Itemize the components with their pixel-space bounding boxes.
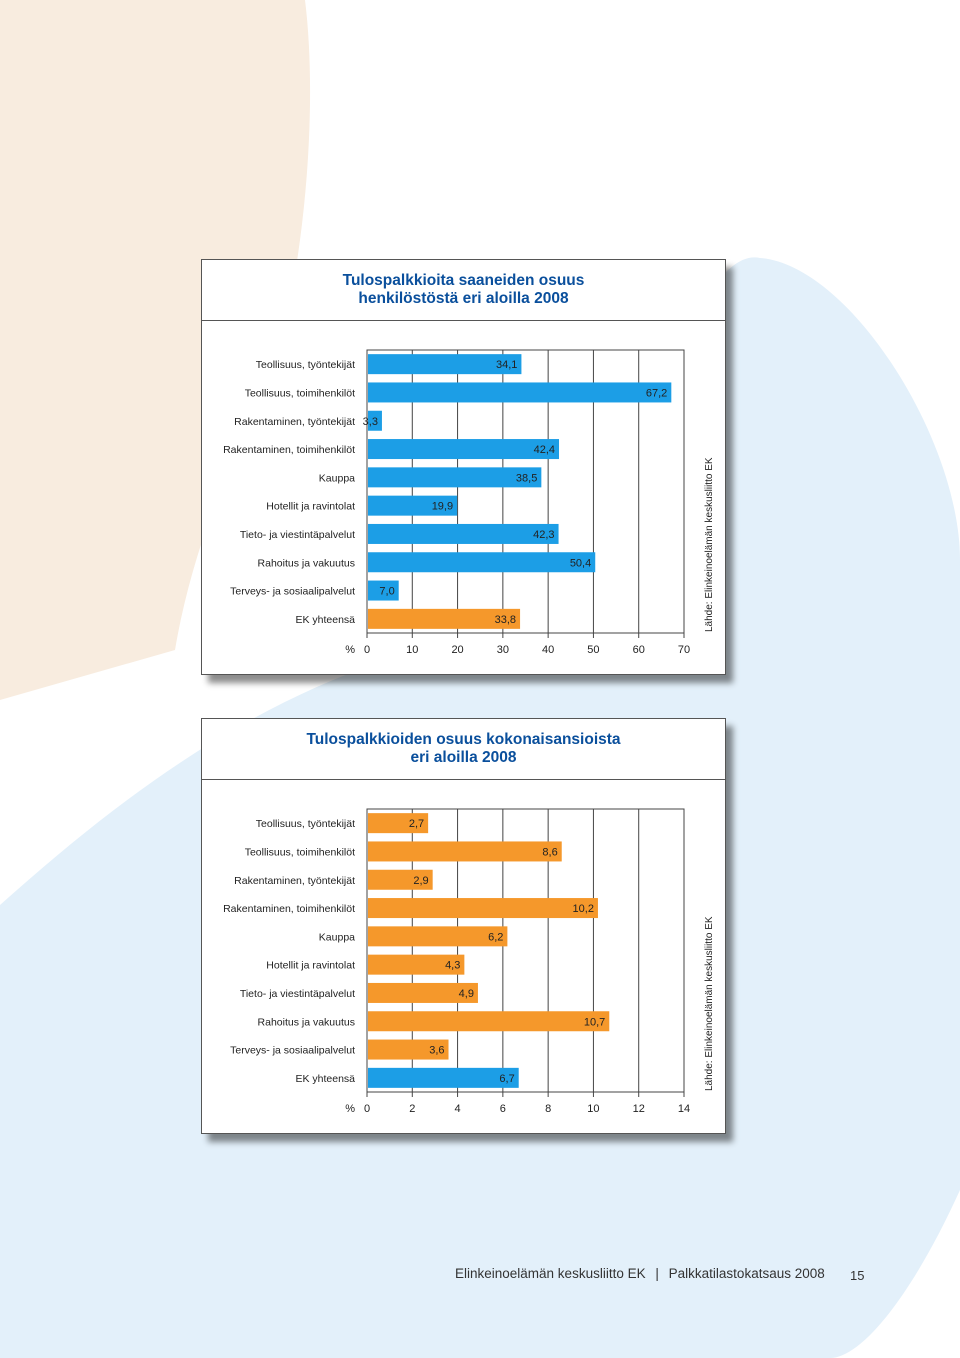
chart-2-tick-label: 14 <box>678 1103 690 1115</box>
page-number: 15 <box>850 1268 865 1283</box>
chart-panel-2: Tulospalkkioiden osuus kokonaisansioista… <box>201 718 726 1134</box>
chart-1-title-line-2: henkilöstöstä eri aloilla 2008 <box>358 290 569 307</box>
chart-1-category-label: Rakentaminen, työntekijät <box>234 416 355 428</box>
chart-1-category-label: Terveys- ja sosiaalipalvelut <box>230 586 355 598</box>
chart-2-value-label: 3,6 <box>429 1045 444 1057</box>
chart-2-value-label: 10,2 <box>573 903 594 915</box>
chart-2-bar <box>368 1011 610 1032</box>
chart-1-bar <box>368 467 542 488</box>
chart-1-value-label: 42,4 <box>534 444 555 456</box>
chart-2-category-label: Rakentaminen, toimihenkilöt <box>223 903 355 915</box>
chart-2-bar <box>368 841 562 862</box>
chart-1-value-label: 38,5 <box>516 472 537 484</box>
chart-2-title-box: Tulospalkkioiden osuus kokonaisansioista… <box>202 719 725 780</box>
background-peach-shape <box>0 0 311 700</box>
chart-2-category-label: Hotellit ja ravintolat <box>266 960 355 972</box>
chart-1-unit-label: % <box>345 644 355 656</box>
page-footer: Elinkeinoelämän keskusliitto EK | Palkka… <box>455 1266 825 1281</box>
chart-2-plot: 0 2 4 6 8 10 12 14% Teollisuus, työntekijät 2,7 Te… <box>223 808 690 1115</box>
chart-2-bar <box>368 869 433 890</box>
chart-2-tick-label: 10 <box>587 1103 599 1115</box>
chart-2-tick-label: 4 <box>455 1103 461 1115</box>
chart-2-value-label: 6,2 <box>488 931 503 943</box>
chart-2-source: Lähde: Elinkeinoelämän keskusliitto EK <box>704 916 715 1091</box>
chart-2-bar <box>368 926 508 947</box>
chart-panel-1: Tulospalkkioita saaneiden osuus henkilös… <box>201 259 726 675</box>
chart-2-category-label: Teollisuus, työntekijät <box>256 818 355 830</box>
chart-2-value-label: 4,9 <box>459 988 474 1000</box>
chart-1-value-label: 3,3 <box>363 416 378 428</box>
chart-1-title-box: Tulospalkkioita saaneiden osuus henkilös… <box>202 260 725 321</box>
chart-2-value-label: 2,7 <box>409 818 424 830</box>
chart-1-tick-label: 50 <box>587 644 599 656</box>
chart-1-value-label: 7,0 <box>379 586 394 598</box>
chart-2-tick-label: 8 <box>545 1103 551 1115</box>
chart-1-category-label: Kauppa <box>319 472 355 484</box>
chart-2-title-line-2: eri aloilla 2008 <box>410 749 517 766</box>
footer-separator: | <box>655 1266 659 1281</box>
chart-1-value-label: 34,1 <box>496 359 517 371</box>
chart-2-tick-label: 2 <box>409 1103 415 1115</box>
chart-2-value-label: 6,7 <box>499 1073 514 1085</box>
chart-1-category-label: Tieto- ja viestintäpalvelut <box>240 529 355 541</box>
chart-1-bar <box>368 495 458 516</box>
chart-1-bar <box>368 410 382 431</box>
chart-2-value-label: 4,3 <box>445 960 460 972</box>
chart-2-category-label: Rakentaminen, työntekijät <box>234 875 355 887</box>
chart-2-value-label: 10,7 <box>584 1016 605 1028</box>
chart-1-tick-label: 0 <box>364 644 370 656</box>
chart-1-value-label: 42,3 <box>533 529 554 541</box>
chart-2-category-label: Tieto- ja viestintäpalvelut <box>240 988 355 1000</box>
chart-2-title-line-1: Tulospalkkioiden osuus kokonaisansioista <box>306 731 621 748</box>
chart-1-tick-label: 40 <box>542 644 554 656</box>
chart-2-tick-label: 0 <box>364 1103 370 1115</box>
chart-1-category-label: EK yhteensä <box>295 614 355 626</box>
footer-publication: Palkkatilastokatsaus 2008 <box>668 1266 825 1281</box>
chart-1-bar <box>368 552 596 573</box>
footer-publisher: Elinkeinoelämän keskusliitto EK <box>455 1266 646 1281</box>
chart-2-tick-label: 6 <box>500 1103 506 1115</box>
chart-2-bar <box>368 1067 519 1088</box>
chart-1-bar <box>368 523 559 544</box>
chart-1-category-label: Hotellit ja ravintolat <box>266 501 355 513</box>
chart-1-title-line-1: Tulospalkkioita saaneiden osuus <box>342 272 585 289</box>
chart-1-value-label: 67,2 <box>646 387 667 399</box>
chart-2-category-label: Rahoitus ja vakuutus <box>258 1016 355 1028</box>
chart-2-bar <box>368 982 478 1003</box>
chart-2-bar <box>368 954 465 975</box>
chart-1-category-label: Teollisuus, työntekijät <box>256 359 355 371</box>
chart-1-tick-label: 20 <box>451 644 463 656</box>
chart-2-category-label: Terveys- ja sosiaalipalvelut <box>230 1045 355 1057</box>
chart-1-category-label: Teollisuus, toimihenkilöt <box>245 387 355 399</box>
chart-1-bar <box>368 382 672 403</box>
chart-1-value-label: 50,4 <box>570 557 591 569</box>
chart-1-tick-label: 70 <box>678 644 690 656</box>
chart-2-bar <box>368 813 429 834</box>
chart-2-value-label: 8,6 <box>542 846 557 858</box>
chart-1-value-label: 33,8 <box>495 614 516 626</box>
chart-1-bar <box>368 608 521 629</box>
chart-1-tick-label: 30 <box>497 644 509 656</box>
chart-2-category-label: EK yhteensä <box>295 1073 355 1085</box>
chart-1-tick-label: 60 <box>633 644 645 656</box>
chart-1-bar <box>368 580 399 601</box>
chart-1-source: Lähde: Elinkeinoelämän keskusliitto EK <box>704 457 715 632</box>
chart-1-category-label: Rahoitus ja vakuutus <box>258 557 355 569</box>
chart-2-bar <box>368 898 598 919</box>
chart-2-tick-label: 12 <box>633 1103 645 1115</box>
chart-2-bar <box>368 1039 449 1060</box>
chart-2-value-label: 2,9 <box>413 875 428 887</box>
chart-1-bar <box>368 354 522 375</box>
chart-1-value-label: 19,9 <box>432 501 453 513</box>
chart-2-category-label: Kauppa <box>319 931 355 943</box>
chart-1-plot: 0 10 20 30 40 50 60 70% Teollisuus, työntekijät 3… <box>223 349 690 656</box>
chart-2-unit-label: % <box>345 1103 355 1115</box>
chart-1-category-label: Rakentaminen, toimihenkilöt <box>223 444 355 456</box>
chart-1-bar <box>368 439 560 460</box>
chart-1-tick-label: 10 <box>406 644 418 656</box>
chart-2-category-label: Teollisuus, toimihenkilöt <box>245 846 355 858</box>
